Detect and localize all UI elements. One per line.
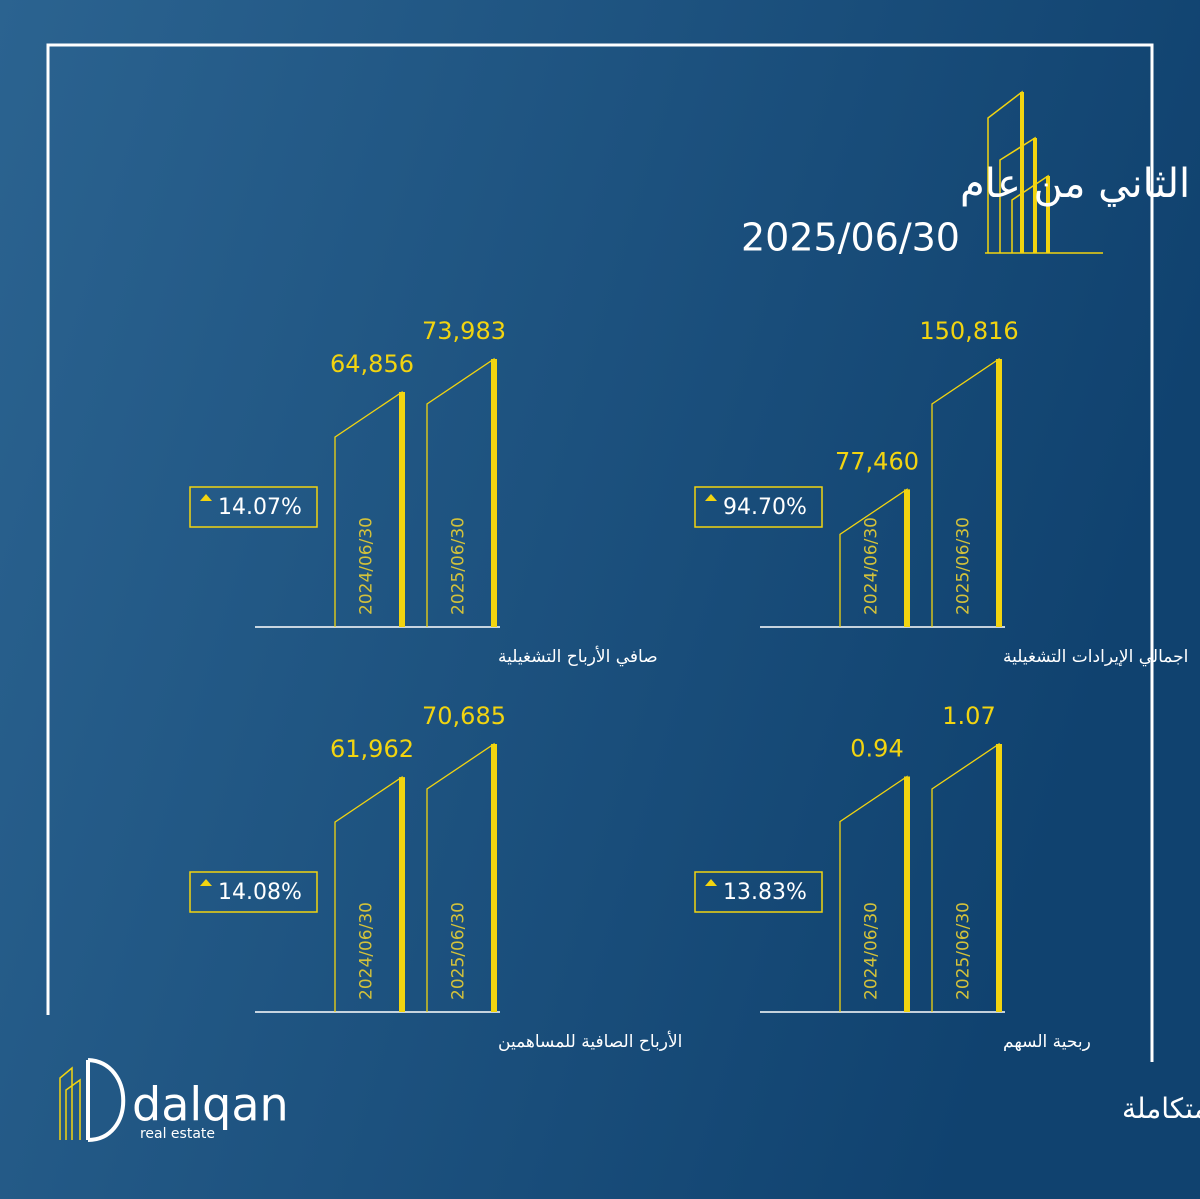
date-label: 2024/06/30 xyxy=(862,902,882,1000)
chart-title: ربحية السهم xyxy=(1003,1032,1091,1052)
date-label: 2025/06/30 xyxy=(449,517,469,615)
change-label: 94.70% xyxy=(723,495,807,520)
change-box xyxy=(189,871,318,913)
value-label: 77,460 xyxy=(835,447,919,475)
date-label: 2024/06/30 xyxy=(357,902,377,1000)
chart-title: اجمالي الإيرادات التشغيلية xyxy=(1003,647,1188,667)
up-arrow xyxy=(200,494,212,501)
up-arrow xyxy=(200,879,212,886)
logo-icon xyxy=(59,1058,126,1142)
date-label: 2025/06/30 xyxy=(449,902,469,1000)
value-label: 1.07 xyxy=(942,702,995,730)
frame xyxy=(46,43,1154,1062)
value-label: 73,983 xyxy=(422,317,506,345)
value-label: 70,685 xyxy=(422,702,506,730)
change-box xyxy=(189,486,318,528)
date-label: 2025/06/30 xyxy=(954,902,974,1000)
change-label: 13.83% xyxy=(723,880,807,905)
up-arrow xyxy=(705,494,717,501)
change-box xyxy=(694,486,823,528)
value-label: 61,962 xyxy=(330,735,414,763)
change-label: 14.08% xyxy=(218,880,302,905)
date-label: 2024/06/30 xyxy=(357,517,377,615)
tagline: خدمات عقارية متكاملة xyxy=(1122,1092,1200,1125)
header-date: 2025/06/30 xyxy=(741,216,960,260)
value-label: 64,856 xyxy=(330,350,414,378)
up-arrow xyxy=(705,879,717,886)
change-label: 14.07% xyxy=(218,495,302,520)
date-label: 2025/06/30 xyxy=(954,517,974,615)
brand-sub: real estate xyxy=(140,1126,215,1142)
value-label: 150,816 xyxy=(919,317,1018,345)
date-label: 2024/06/30 xyxy=(862,517,882,615)
brand: dalqan xyxy=(132,1078,289,1132)
chart-title: الأرباح الصافية للمساهمين xyxy=(498,1031,682,1052)
change-box xyxy=(694,871,823,913)
chart-title: صافي الأرباح التشغيلية xyxy=(498,646,658,667)
header-icon xyxy=(985,90,1103,254)
value-label: 0.94 xyxy=(850,735,903,763)
header-title: البيانات المالية للربع الثاني من عام xyxy=(960,161,1200,207)
